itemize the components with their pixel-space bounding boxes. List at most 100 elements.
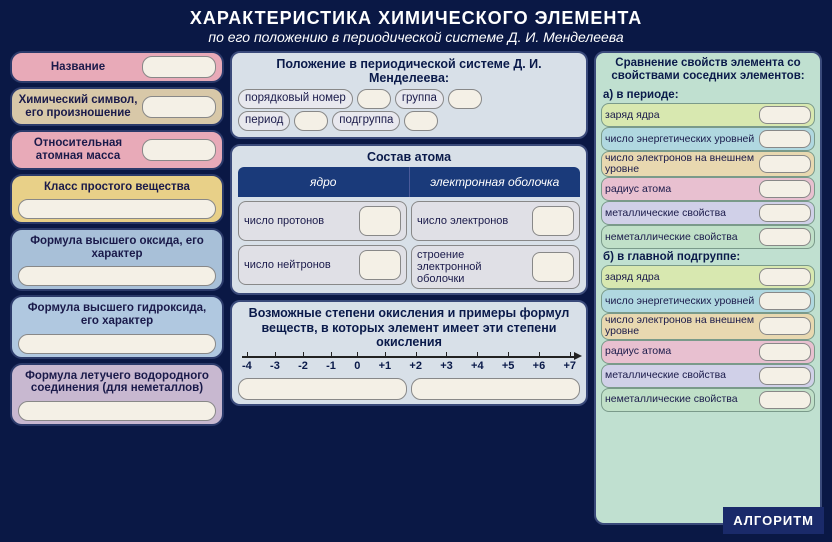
left-label: Относительная атомная масса (18, 135, 138, 164)
comparison-label: неметаллические свойства (605, 232, 756, 243)
scale-tick: 0 (354, 360, 360, 372)
scale-tick: -2 (298, 360, 308, 372)
position-row: порядковый номер группа (238, 89, 580, 109)
left-box-symbol: Химический символ, его произношение (10, 87, 224, 126)
comparison-row: число энергетических уровней (601, 289, 815, 313)
panel-title: Положение в периодической системе Д. И. … (238, 57, 580, 86)
value-field[interactable] (18, 334, 216, 354)
value-field[interactable] (404, 111, 438, 131)
left-label: Формула высшего гидроксида, его характер (18, 300, 216, 329)
atom-cell: строение электронной оболочки (411, 245, 580, 289)
left-label: Название (18, 59, 138, 76)
comparison-row: число электронов на внешнем уровне (601, 151, 815, 177)
panel-title: Состав атома (238, 150, 580, 164)
scale-tick: -1 (326, 360, 336, 372)
value-field[interactable] (18, 401, 216, 421)
scale-tick: +4 (471, 360, 484, 372)
value-field[interactable] (759, 106, 811, 124)
position-panel: Положение в периодической системе Д. И. … (230, 51, 588, 139)
value-field[interactable] (759, 391, 811, 409)
value-field[interactable] (359, 250, 401, 280)
position-row: период подгруппа (238, 111, 580, 131)
main-title: ХАРАКТЕРИСТИКА ХИМИЧЕСКОГО ЭЛЕМЕНТА (4, 8, 828, 29)
value-field[interactable] (532, 252, 574, 282)
value-field[interactable] (142, 139, 216, 161)
value-field[interactable] (142, 56, 216, 78)
left-column: Название Химический символ, его произнош… (10, 51, 224, 525)
value-field[interactable] (759, 292, 811, 310)
oxidation-panel: Возможные степени окисления и примеры фо… (230, 300, 588, 405)
subtitle: по его положению в периодической системе… (4, 29, 828, 45)
atom-cell-label: строение электронной оболочки (417, 249, 528, 285)
pos-label: группа (395, 89, 444, 109)
left-box-name: Название (10, 51, 224, 83)
comparison-label: металлические свойства (605, 370, 756, 381)
value-field[interactable] (238, 378, 407, 400)
comparison-row: неметаллические свойства (601, 388, 815, 412)
comparison-panel: Сравнение свойств элемента со свойствами… (594, 51, 822, 525)
atom-cell-label: число электронов (417, 215, 528, 227)
value-field[interactable] (448, 89, 482, 109)
value-field[interactable] (759, 130, 811, 148)
comparison-row: заряд ядра (601, 103, 815, 127)
atom-panel: Состав атома ядро электронная оболочка ч… (230, 144, 588, 296)
atom-col-shell: электронная оболочка (410, 167, 581, 197)
atom-col-nucleus: ядро (238, 167, 410, 197)
pos-label: период (238, 111, 290, 131)
algorithm-badge[interactable]: АЛГОРИТМ (723, 507, 824, 534)
value-field[interactable] (18, 266, 216, 286)
left-box-hydroxide: Формула высшего гидроксида, его характер (10, 295, 224, 358)
atom-cell: число протонов (238, 201, 407, 241)
value-field[interactable] (759, 367, 811, 385)
comparison-row: число энергетических уровней (601, 127, 815, 151)
panel-title: Сравнение свойств элемента со свойствами… (601, 57, 815, 83)
comparison-label: число электронов на внешнем уровне (605, 153, 756, 175)
atom-cell-label: число нейтронов (244, 259, 355, 271)
comparison-label: число энергетических уровней (605, 134, 756, 145)
value-field[interactable] (759, 268, 811, 286)
comparison-row: неметаллические свойства (601, 225, 815, 249)
value-field[interactable] (294, 111, 328, 131)
scale-tick: +5 (502, 360, 515, 372)
atom-header: ядро электронная оболочка (238, 167, 580, 197)
header: ХАРАКТЕРИСТИКА ХИМИЧЕСКОГО ЭЛЕМЕНТА по е… (4, 4, 828, 47)
comparison-subhead: б) в главной подгруппе: (601, 249, 815, 265)
left-label: Химический символ, его произношение (18, 92, 138, 121)
atom-cell: число электронов (411, 201, 580, 241)
left-box-oxide: Формула высшего оксида, его характер (10, 228, 224, 291)
value-field[interactable] (18, 199, 216, 219)
value-field[interactable] (411, 378, 580, 400)
scale-tick: +6 (533, 360, 546, 372)
left-box-hydride: Формула летучего водородного соединения … (10, 363, 224, 426)
value-field[interactable] (759, 317, 811, 335)
pos-label: порядковый номер (238, 89, 353, 109)
value-field[interactable] (759, 343, 811, 361)
scale-tick: +3 (440, 360, 453, 372)
value-field[interactable] (759, 228, 811, 246)
value-field[interactable] (759, 204, 811, 222)
comparison-row: радиус атома (601, 177, 815, 201)
oxidation-scale: -4-3-2-10+1+2+3+4+5+6+7 (242, 356, 576, 372)
comparison-label: металлические свойства (605, 208, 756, 219)
middle-column: Положение в периодической системе Д. И. … (230, 51, 588, 525)
comparison-row: радиус атома (601, 340, 815, 364)
comparison-label: радиус атома (605, 184, 756, 195)
scale-tick: -4 (242, 360, 252, 372)
comparison-subhead: а) в периоде: (601, 87, 815, 103)
value-field[interactable] (532, 206, 574, 236)
value-field[interactable] (357, 89, 391, 109)
scale-tick: +1 (379, 360, 392, 372)
scale-tick: +2 (409, 360, 422, 372)
right-column: Сравнение свойств элемента со свойствами… (594, 51, 822, 525)
left-box-mass: Относительная атомная масса (10, 130, 224, 169)
comparison-label: неметаллические свойства (605, 394, 756, 405)
value-field[interactable] (759, 155, 811, 173)
value-field[interactable] (142, 96, 216, 118)
value-field[interactable] (359, 206, 401, 236)
comparison-label: заряд ядра (605, 110, 756, 121)
comparison-row: заряд ядра (601, 265, 815, 289)
value-field[interactable] (759, 180, 811, 198)
comparison-row: металлические свойства (601, 364, 815, 388)
panel-title: Возможные степени окисления и примеры фо… (238, 306, 580, 349)
left-label: Класс простого вещества (18, 179, 216, 196)
